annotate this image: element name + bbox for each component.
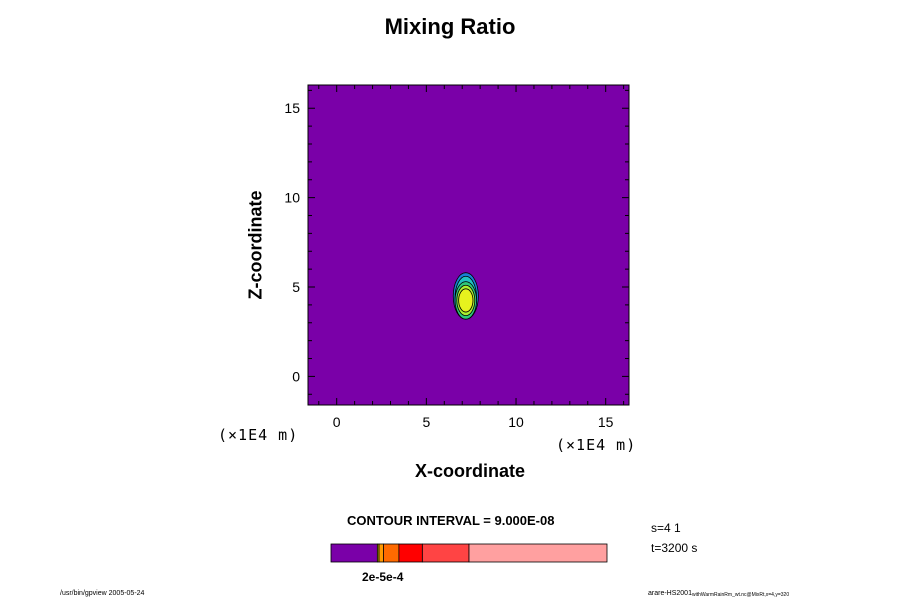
footer-command: /usr/bin/gpview 2005-05-24 <box>60 590 145 597</box>
colorbar-segment-7 <box>468 543 608 563</box>
plume-layer-5 <box>458 288 474 313</box>
colorbar-segment-1 <box>330 543 378 563</box>
x-tick-label: 5 <box>422 414 430 430</box>
y-tick-label: 10 <box>284 190 300 206</box>
footer-file: arare-HS2001withWarmRainRm_wt.nc@MixRt,x… <box>648 590 789 598</box>
colorbar <box>330 543 608 563</box>
slice-info: s=4 1 <box>651 521 681 535</box>
x-axis-label: X-coordinate <box>414 461 525 481</box>
x-tick-label: 15 <box>598 414 614 430</box>
mixing-ratio-plume <box>452 272 479 320</box>
plot-frame <box>307 84 630 406</box>
colorbar-segment-4 <box>383 543 400 563</box>
chart-title: Mixing Ratio <box>384 14 516 39</box>
footer-file-name: arare-HS2001 <box>648 590 692 597</box>
y-tick-label: 5 <box>292 279 300 295</box>
time-info: t=3200 s <box>651 541 698 555</box>
colorbar-segment-3 <box>378 543 384 563</box>
colorbar-segment-6 <box>421 543 470 563</box>
y-tick-label: 0 <box>292 368 300 384</box>
y-axis-label: Z-coordinate <box>245 190 266 300</box>
x-tick-label: 0 <box>333 414 341 430</box>
y-tick-label: 15 <box>284 100 300 116</box>
axis-tick-labels: 0 5 10 15 0 5 10 15 <box>284 100 613 430</box>
x-tick-label: 10 <box>508 414 524 430</box>
footer-file-sub: withWarmRainRm_wt.nc@MixRt,x=4,y=320 <box>691 592 790 598</box>
z-axis-unit: (×1E4 m) <box>218 426 299 444</box>
plot-background <box>307 84 630 406</box>
x-axis-unit: (×1E4 m) <box>556 436 637 454</box>
axis-ticks <box>308 85 629 405</box>
contour-interval-label: CONTOUR INTERVAL = 9.000E-08 <box>347 513 555 528</box>
colorbar-segment-5 <box>398 543 423 563</box>
colorbar-tick-label: 2e-5e-4 <box>362 570 404 584</box>
